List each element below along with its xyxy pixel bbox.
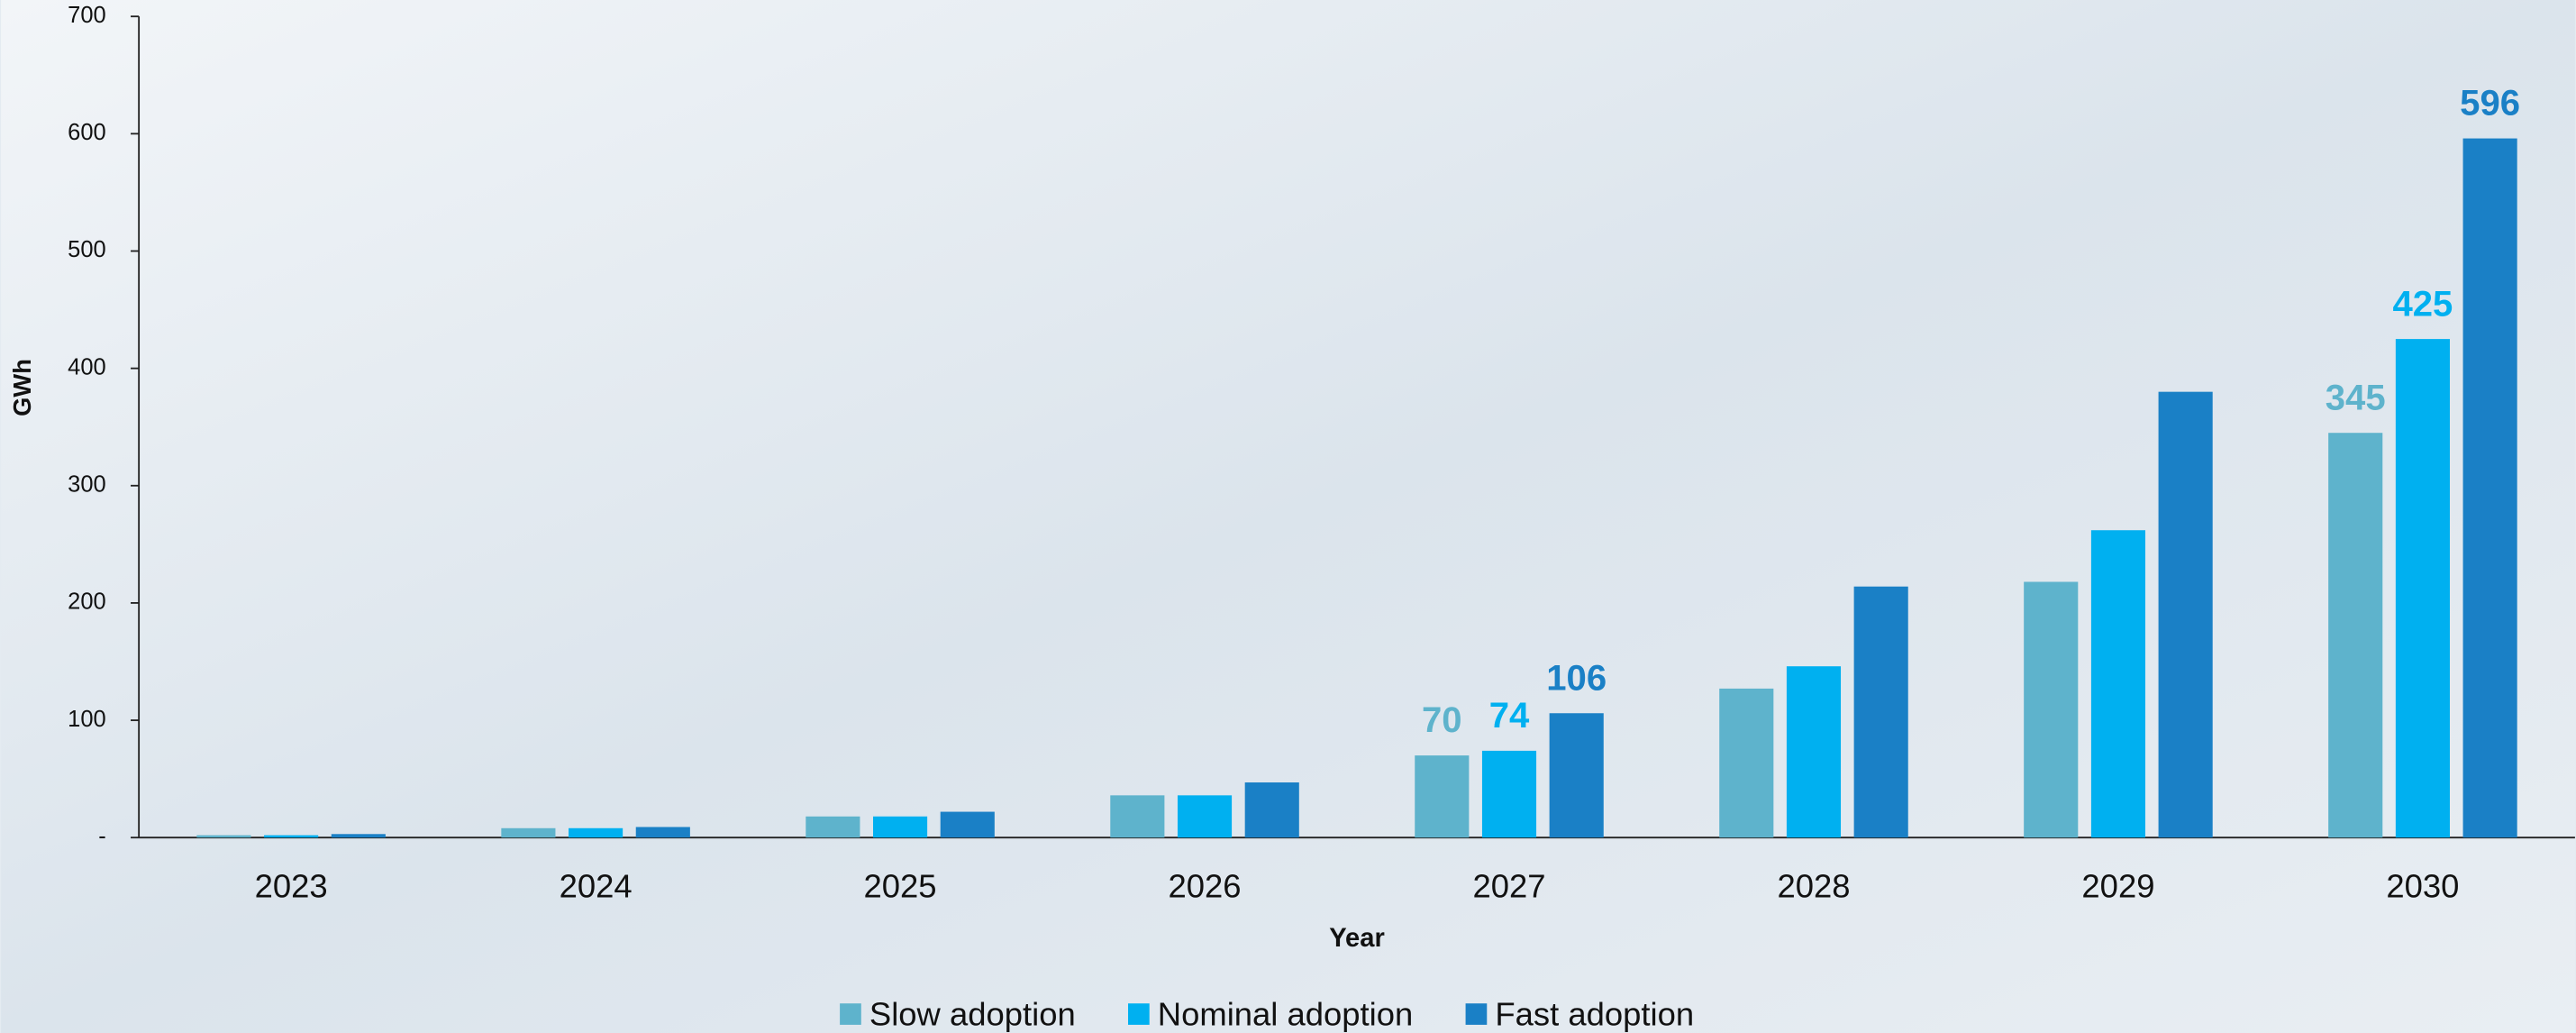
data-label: 425 [2392,284,2453,324]
bar [1177,795,1233,838]
bar [2090,530,2146,838]
data-label: 596 [2460,84,2520,123]
legend-swatch [1128,1003,1150,1025]
bar [1549,713,1604,838]
y-tick-label: - [98,824,106,849]
x-tick-label: 2023 [255,867,328,904]
bar [2395,339,2450,838]
data-label: 74 [1489,696,1530,736]
y-tick-label: 400 [68,354,106,379]
y-tick-label: 600 [68,120,106,145]
legend-label: Nominal adoption [1158,995,1413,1032]
bar [2158,391,2213,838]
bar [264,835,319,838]
x-tick-label: 2024 [560,867,633,904]
bar [1415,755,1470,838]
data-label: 106 [1546,658,1607,698]
legend-label: Fast adoption [1495,995,1694,1032]
bar [331,834,386,838]
bar [2328,433,2383,838]
bar [940,811,995,838]
y-tick-label: 500 [68,237,106,262]
bar [569,827,624,838]
legend-swatch [840,1003,861,1025]
x-axis-title: Year [1329,924,1385,953]
bar [635,827,690,838]
bar [806,816,860,838]
y-tick-label: 700 [68,3,106,28]
x-tick-label: 2030 [2386,867,2459,904]
y-tick-label: 300 [68,472,106,498]
bar [2024,581,2079,838]
y-axis-title: GWh [8,359,36,416]
bar [873,816,928,838]
legend-swatch [1465,1003,1488,1025]
data-label: 70 [1422,700,1462,740]
bar [501,827,556,838]
bar [1110,795,1165,838]
bar [2462,138,2517,838]
bar [1853,586,1908,838]
legend-label: Slow adoption [869,995,1076,1032]
bar [1244,782,1299,838]
x-tick-label: 2028 [1777,867,1850,904]
x-tick-label: 2025 [864,867,937,904]
x-tick-label: 2026 [1169,867,1242,904]
x-tick-label: 2029 [2081,867,2154,904]
bar [1786,666,1842,838]
bar [196,835,251,838]
bar [1481,750,1537,838]
bar [1719,688,1774,838]
y-tick-label: 100 [68,707,106,732]
y-tick-label: 200 [68,590,106,615]
data-label: 345 [2326,378,2386,417]
x-tick-label: 2027 [1472,867,1545,904]
